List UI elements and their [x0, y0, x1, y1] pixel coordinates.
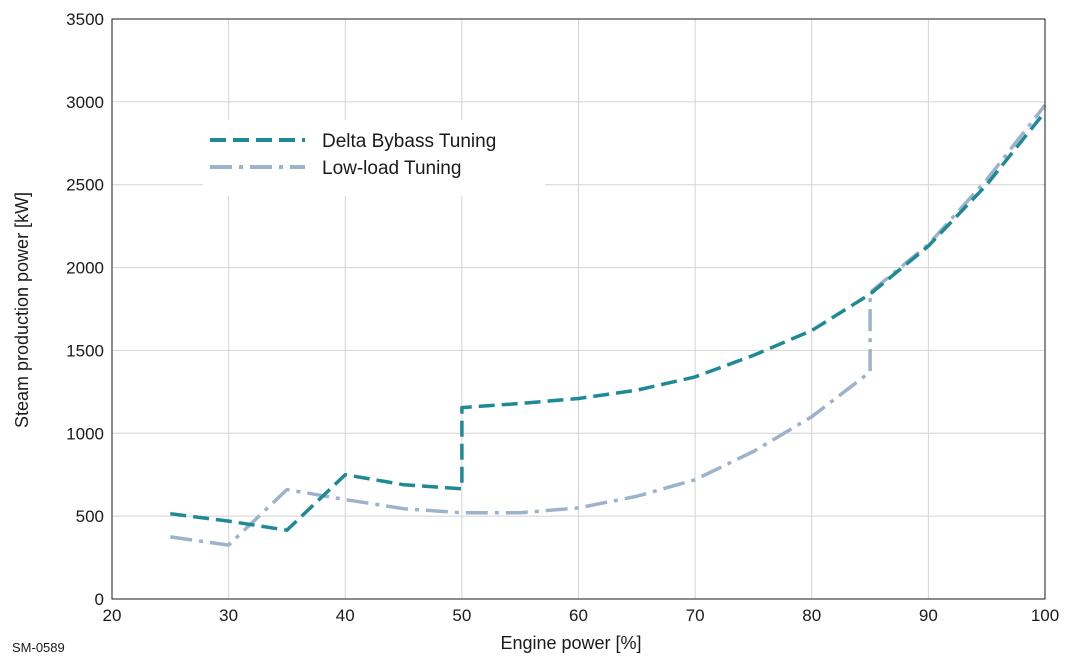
- series-layer: [170, 104, 1047, 547]
- y-tick-label: 2000: [66, 259, 104, 278]
- y-axis-title: Steam production power [kW]: [12, 192, 32, 428]
- y-tick-label: 3000: [66, 93, 104, 112]
- x-tick-label: 50: [452, 606, 471, 625]
- legend-label-low-load: Low-load Tuning: [322, 158, 461, 179]
- y-tick-label: 0: [95, 590, 104, 609]
- y-tick-labels: 0 500 1000 1500 2000 2500 3000 3500: [66, 10, 104, 609]
- legend-background: [203, 120, 545, 196]
- x-tick-label: 80: [802, 606, 821, 625]
- legend: Delta Bybass Tuning Low-load Tuning: [203, 120, 545, 196]
- series-line-delta-bybass: [170, 110, 1047, 532]
- figure-code: SM-0589: [12, 640, 65, 655]
- y-tick-label: 1000: [66, 424, 104, 443]
- x-tick-labels: 20 30 40 50 60 70 80 90 100: [103, 606, 1060, 625]
- x-tick-label: 40: [336, 606, 355, 625]
- x-tick-label: 60: [569, 606, 588, 625]
- x-tick-label: 20: [103, 606, 122, 625]
- x-tick-label: 100: [1031, 606, 1059, 625]
- y-tick-label: 2500: [66, 176, 104, 195]
- x-tick-label: 70: [686, 606, 705, 625]
- y-tick-label: 1500: [66, 341, 104, 360]
- grid: [111, 18, 1046, 600]
- y-tick-label: 3500: [66, 10, 104, 29]
- x-tick-label: 90: [919, 606, 938, 625]
- x-tick-label: 30: [219, 606, 238, 625]
- y-tick-label: 500: [76, 507, 104, 526]
- plot-frame: [111, 18, 1046, 600]
- series-line-low-load: [170, 104, 1047, 547]
- legend-label-delta-bybass: Delta Bybass Tuning: [322, 131, 496, 152]
- x-axis-title: Engine power [%]: [500, 633, 641, 653]
